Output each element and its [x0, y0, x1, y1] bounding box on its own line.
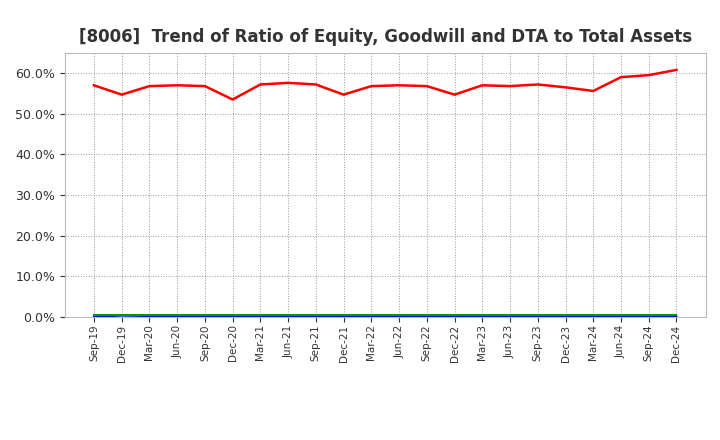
Equity — [145, 84, 154, 89]
Deferred Tax Assets — [256, 312, 265, 317]
Line: Goodwill: Goodwill — [94, 315, 677, 317]
Goodwill — [367, 314, 376, 319]
Deferred Tax Assets — [616, 312, 625, 317]
Deferred Tax Assets — [561, 312, 570, 317]
Equity — [201, 84, 210, 89]
Goodwill — [423, 314, 431, 319]
Deferred Tax Assets — [589, 312, 598, 317]
Goodwill — [256, 314, 265, 319]
Deferred Tax Assets — [339, 312, 348, 317]
Goodwill — [644, 314, 653, 319]
Goodwill — [395, 314, 403, 319]
Equity — [284, 80, 292, 85]
Deferred Tax Assets — [478, 312, 487, 317]
Deferred Tax Assets — [450, 312, 459, 317]
Deferred Tax Assets — [201, 312, 210, 317]
Goodwill — [505, 314, 514, 319]
Equity — [312, 82, 320, 87]
Goodwill — [89, 314, 98, 319]
Deferred Tax Assets — [644, 312, 653, 317]
Equity — [395, 83, 403, 88]
Line: Equity: Equity — [94, 70, 677, 99]
Equity — [256, 82, 265, 87]
Goodwill — [117, 313, 126, 318]
Equity — [505, 84, 514, 89]
Equity — [534, 82, 542, 87]
Deferred Tax Assets — [395, 312, 403, 317]
Deferred Tax Assets — [534, 312, 542, 317]
Deferred Tax Assets — [117, 312, 126, 317]
Equity — [644, 73, 653, 78]
Equity — [672, 67, 681, 73]
Deferred Tax Assets — [423, 312, 431, 317]
Goodwill — [561, 314, 570, 319]
Equity — [478, 83, 487, 88]
Equity — [117, 92, 126, 97]
Deferred Tax Assets — [145, 312, 154, 317]
Goodwill — [672, 314, 681, 319]
Equity — [423, 84, 431, 89]
Title: [8006]  Trend of Ratio of Equity, Goodwill and DTA to Total Assets: [8006] Trend of Ratio of Equity, Goodwil… — [78, 28, 692, 46]
Equity — [589, 88, 598, 94]
Goodwill — [534, 314, 542, 319]
Goodwill — [145, 313, 154, 319]
Goodwill — [450, 314, 459, 319]
Equity — [89, 83, 98, 88]
Deferred Tax Assets — [284, 312, 292, 317]
Deferred Tax Assets — [228, 312, 237, 317]
Goodwill — [201, 313, 210, 319]
Equity — [228, 97, 237, 102]
Equity — [173, 83, 181, 88]
Deferred Tax Assets — [312, 312, 320, 317]
Deferred Tax Assets — [672, 312, 681, 317]
Equity — [367, 84, 376, 89]
Goodwill — [589, 314, 598, 319]
Goodwill — [339, 314, 348, 319]
Goodwill — [616, 314, 625, 319]
Goodwill — [312, 314, 320, 319]
Goodwill — [478, 314, 487, 319]
Goodwill — [173, 313, 181, 319]
Equity — [561, 84, 570, 90]
Equity — [339, 92, 348, 97]
Equity — [450, 92, 459, 97]
Deferred Tax Assets — [89, 312, 98, 317]
Deferred Tax Assets — [173, 312, 181, 317]
Goodwill — [284, 314, 292, 319]
Goodwill — [228, 313, 237, 319]
Equity — [616, 74, 625, 80]
Deferred Tax Assets — [367, 312, 376, 317]
Deferred Tax Assets — [505, 312, 514, 317]
